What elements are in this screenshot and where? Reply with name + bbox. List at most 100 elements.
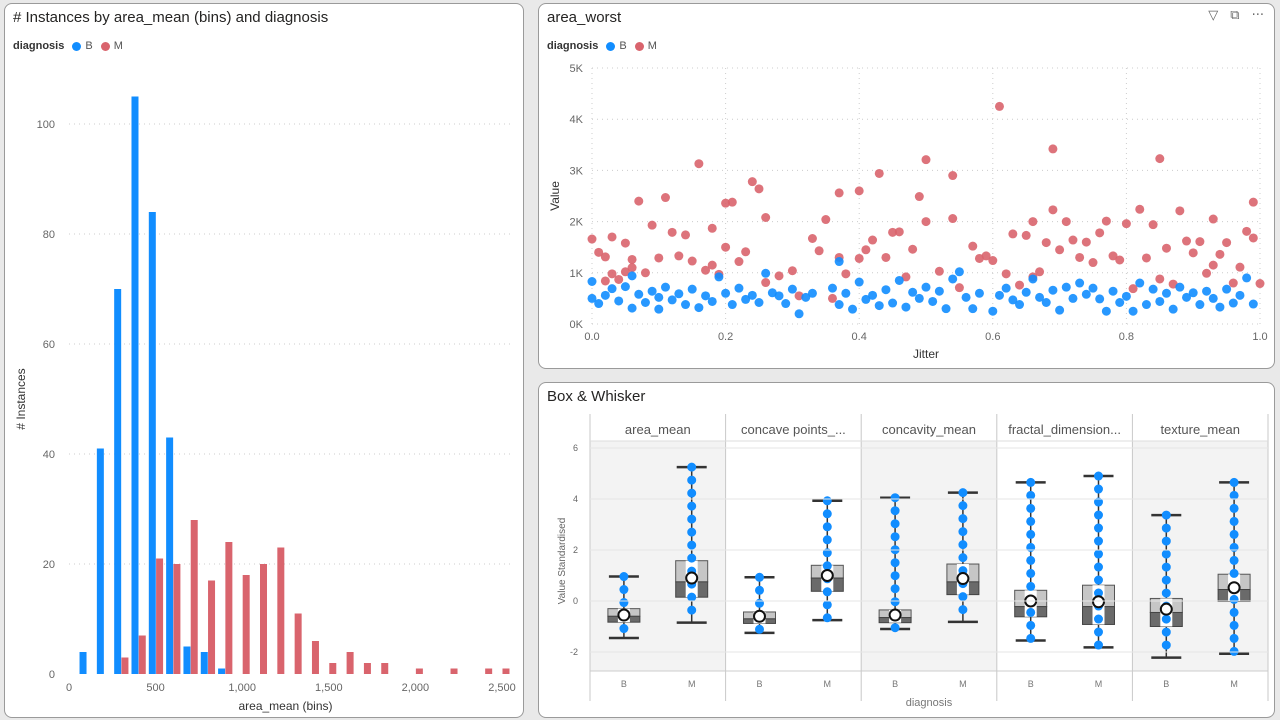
bar-m [173, 564, 181, 674]
point-m [1248, 197, 1258, 207]
point-b [654, 304, 664, 314]
point-m [861, 245, 871, 255]
point-m [814, 246, 824, 256]
point-m [774, 271, 784, 281]
point-m [1255, 279, 1265, 289]
bar-m [242, 575, 250, 674]
point-m [1015, 280, 1025, 290]
point-m [734, 257, 744, 267]
point-b [1242, 273, 1252, 283]
scatter-visual[interactable]: area_worst ▽ ⧉ ··· diagnosis B M 0K 1K 2K 3… [538, 3, 1275, 369]
more-options-icon[interactable]: ··· [1251, 8, 1264, 23]
x-tick-label: 2,000 [402, 682, 430, 694]
point-b [841, 288, 851, 298]
point-b [1115, 297, 1125, 307]
x-axis-label: area_mean (bins) [238, 699, 332, 713]
point-m [948, 171, 958, 181]
point-m [747, 177, 757, 187]
point-m [727, 197, 737, 207]
point-m [894, 227, 904, 237]
legend-title: diagnosis [547, 40, 599, 52]
point-m [634, 196, 644, 206]
point-b [634, 289, 644, 299]
legend-title: diagnosis [13, 40, 65, 52]
facet-background [861, 441, 997, 671]
point-b [627, 303, 637, 313]
point-b [701, 291, 711, 301]
y-tick-label: 3K [570, 165, 584, 177]
point-b [741, 294, 751, 304]
x-tick-label: M [1095, 679, 1103, 689]
bar-m [485, 668, 493, 674]
point-b [614, 296, 624, 306]
legend-label-m[interactable]: M [113, 40, 123, 52]
point-b [674, 289, 684, 299]
y-tick-label: 80 [43, 229, 55, 241]
point-b [861, 294, 871, 304]
point-m [1208, 260, 1218, 270]
bar-m [450, 668, 458, 674]
point-m [954, 283, 964, 293]
point-m [1222, 238, 1232, 248]
point-b [1081, 289, 1091, 299]
bar-m [363, 663, 371, 674]
point-b [1215, 302, 1225, 312]
point-m [901, 272, 911, 282]
y-tick-label: 0K [570, 319, 584, 331]
point-m [1048, 144, 1058, 154]
bar-m [121, 657, 129, 674]
point-m [1021, 230, 1031, 240]
point-b [1068, 293, 1078, 303]
point-b [761, 268, 771, 278]
point-b [1021, 287, 1031, 297]
focus-mode-icon[interactable]: ⧉ [1230, 8, 1240, 23]
point-m [1061, 217, 1071, 227]
mean-marker [888, 608, 902, 622]
point-b [1248, 299, 1258, 309]
point-b [607, 284, 617, 294]
point-b [1148, 284, 1158, 294]
bar-m [346, 652, 354, 674]
point-m [981, 251, 991, 261]
point-m [921, 155, 931, 165]
point-m [667, 227, 677, 237]
filter-icon[interactable]: ▽ [1208, 8, 1219, 23]
point-b [994, 290, 1004, 300]
point-b [888, 298, 898, 308]
mean-marker [820, 569, 834, 582]
point-m [694, 159, 704, 169]
histogram-visual[interactable]: # Instances by area_mean (bins) and diag… [4, 3, 524, 718]
x-tick-label: M [824, 679, 832, 689]
bar-m [502, 668, 510, 674]
point-m [834, 188, 844, 198]
bar-b [218, 668, 226, 674]
legend-label-m[interactable]: M [647, 40, 657, 52]
point-b [894, 275, 904, 285]
point-m [627, 254, 637, 264]
bar-m [260, 564, 268, 674]
point-b [848, 304, 858, 314]
point-b [594, 299, 604, 309]
point-m [968, 241, 978, 251]
bar-b [96, 448, 104, 674]
point-b [1035, 292, 1045, 302]
legend-label-b[interactable]: B [85, 40, 93, 52]
legend-label-b[interactable]: B [619, 40, 627, 52]
point-b [714, 272, 724, 282]
point-m [1155, 154, 1165, 164]
bar-m [208, 580, 216, 674]
point-m [654, 253, 664, 263]
point-b [941, 304, 951, 314]
point-m [607, 269, 617, 279]
x-tick-label: M [1230, 679, 1238, 689]
point-b [1188, 288, 1198, 298]
point-m [1128, 284, 1138, 294]
point-m [1215, 249, 1225, 259]
point-m [1028, 217, 1038, 227]
y-axis-label: # Instances [14, 368, 28, 429]
scatter-chart: 0K 1K 2K 3K 4K 5K 0.0 0.2 0.4 0.6 0.8 1.0 Jitter Valu… [548, 63, 1268, 361]
point-b [620, 282, 630, 292]
point-b [1001, 283, 1011, 293]
point-m [881, 252, 891, 262]
